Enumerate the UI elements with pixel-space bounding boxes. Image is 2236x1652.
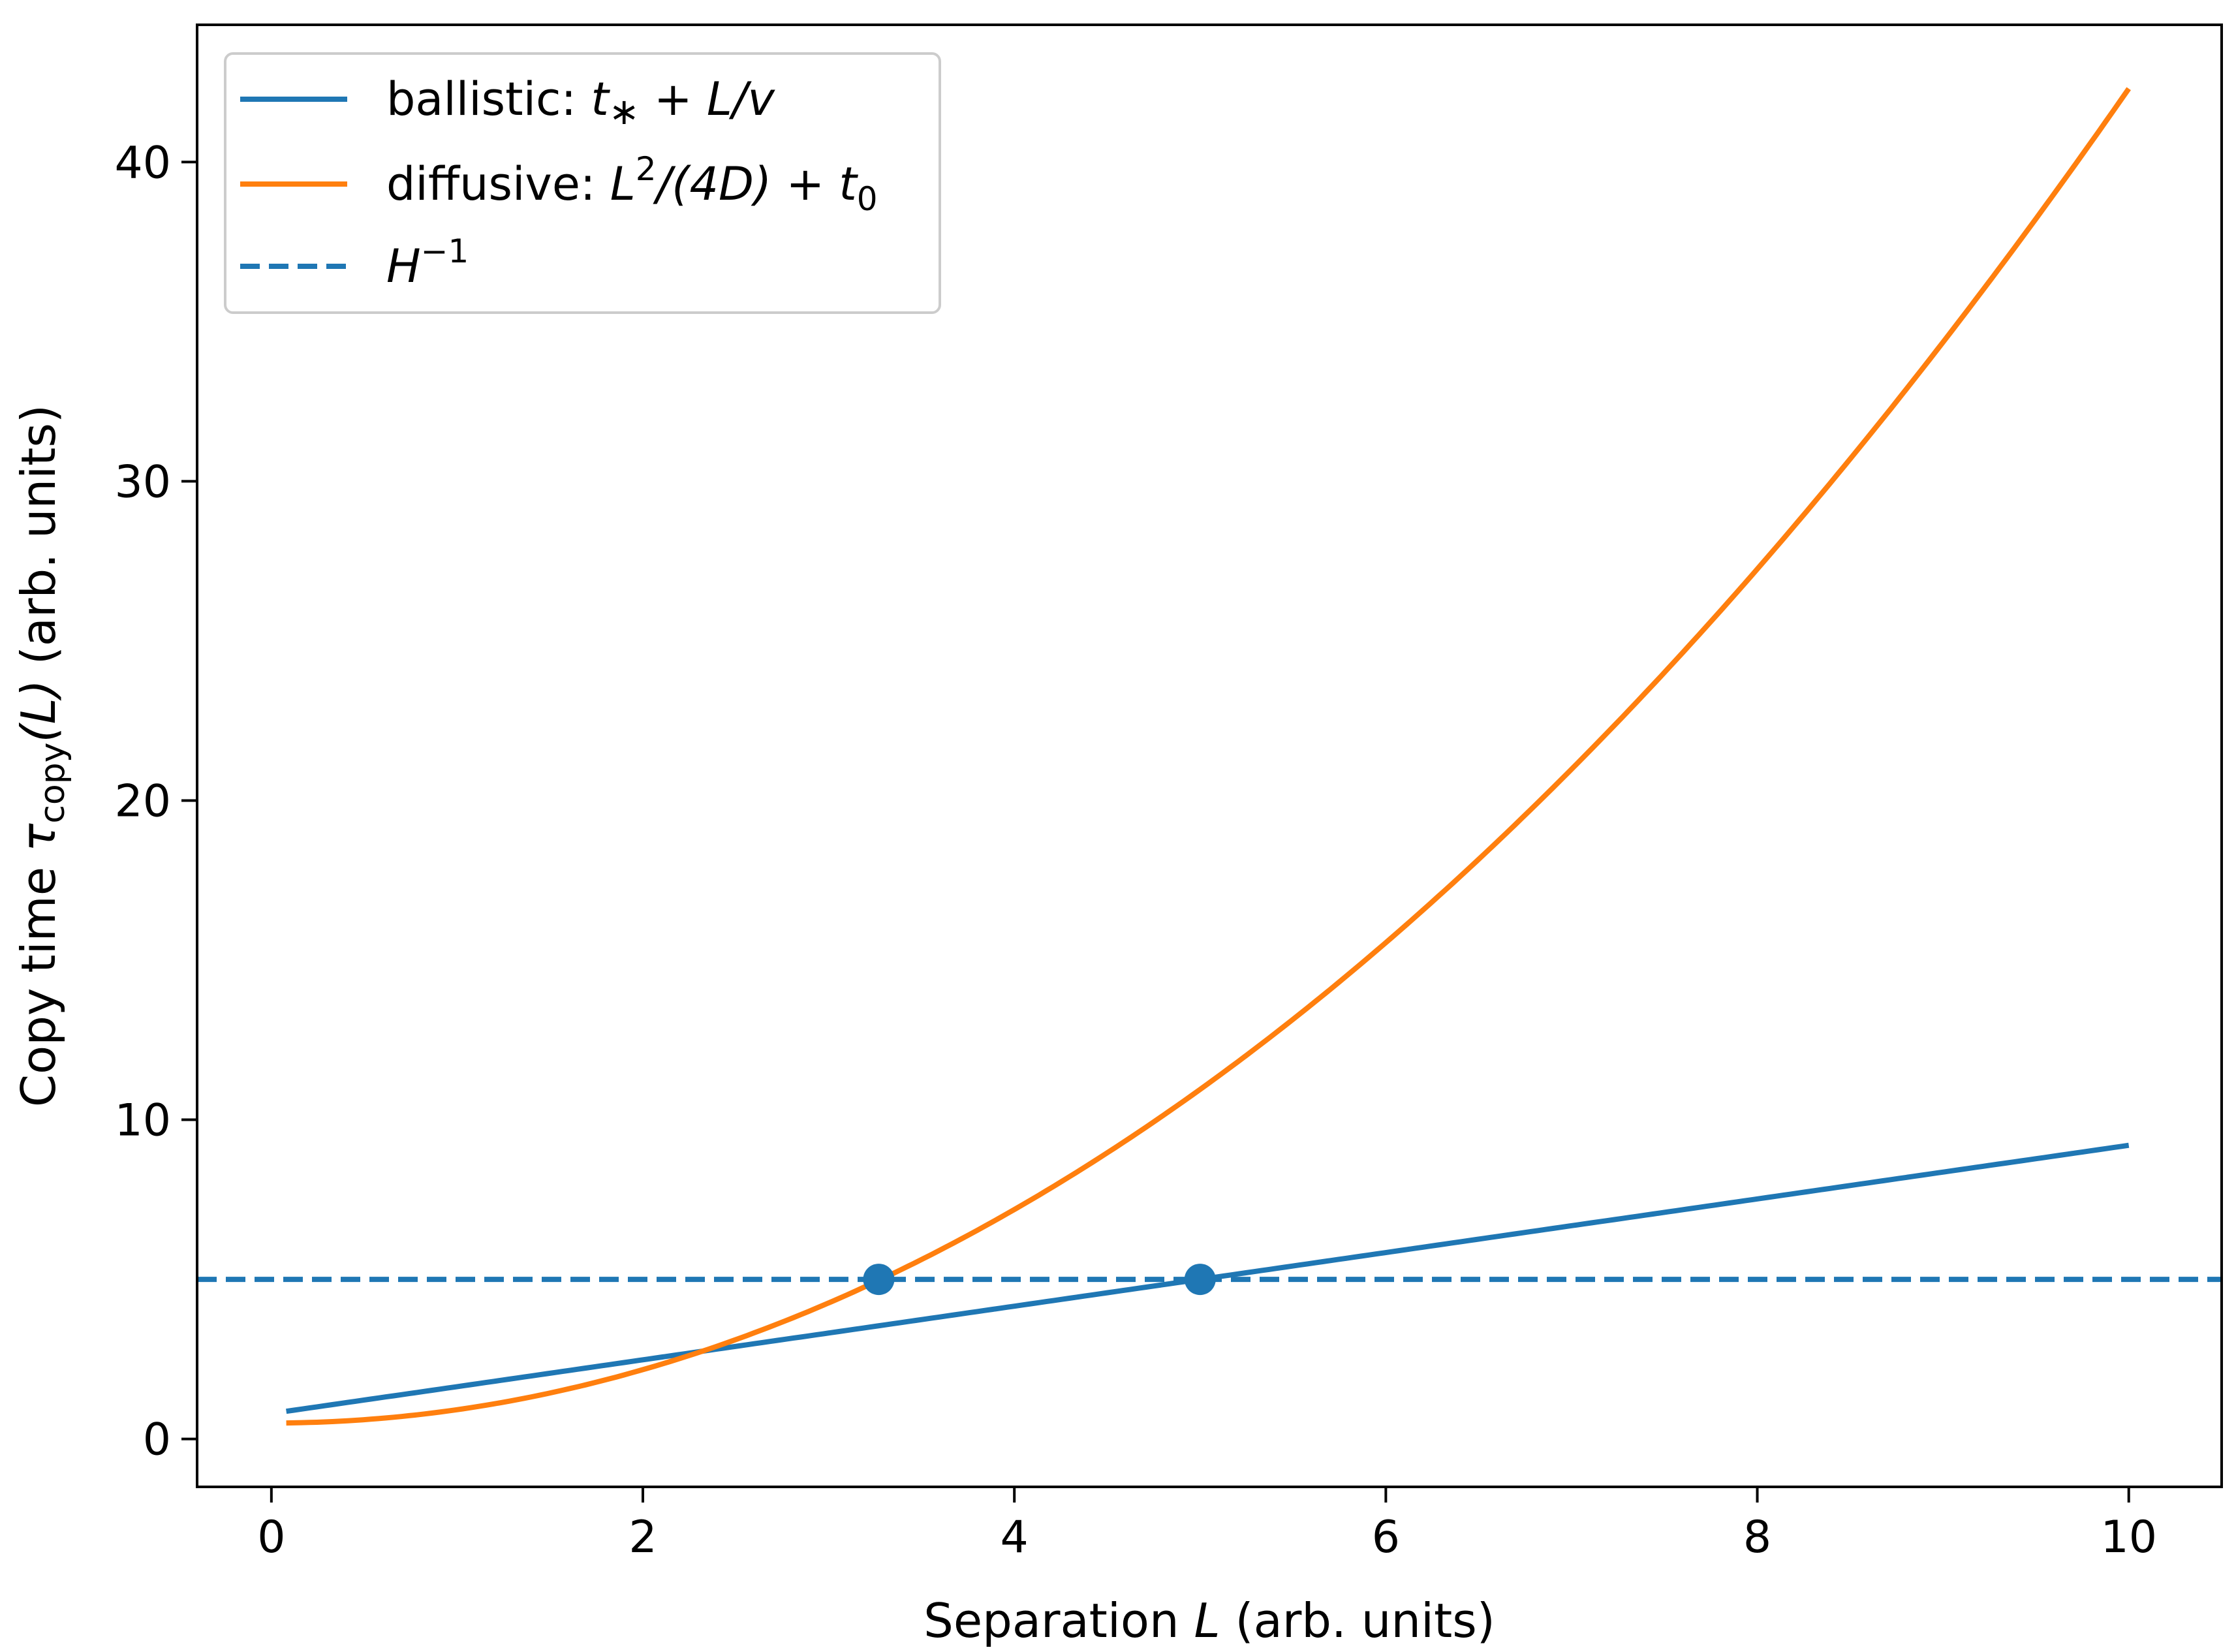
x-tick-label: 10	[2100, 1512, 2157, 1563]
x-tick-label: 2	[629, 1512, 657, 1563]
y-tick-label: 10	[114, 1095, 171, 1147]
legend: ballistic: t∗ + L/v diffusive: L2/(4D) +…	[224, 52, 941, 314]
legend-hinv-label: H−1	[386, 232, 469, 293]
marker-layer	[863, 1264, 1216, 1296]
legend-diffusive-label: diffusive: L2/(4D) + t0	[386, 150, 878, 218]
x-axis-label: Separation L (arb. units)	[924, 1593, 1495, 1648]
y-axis-label: Copy time τcopy(L) (arb. units)	[11, 405, 72, 1107]
y-axis-ticks: 0 10 20 30 40	[114, 137, 197, 1466]
intersection-marker-ballistic	[1184, 1264, 1216, 1296]
x-tick-label: 4	[1001, 1512, 1029, 1563]
y-tick-label: 20	[114, 775, 171, 827]
x-tick-label: 8	[1743, 1512, 1771, 1563]
legend-ballistic-label: ballistic: t∗ + L/v	[386, 72, 775, 133]
x-tick-label: 0	[257, 1512, 285, 1563]
x-axis-ticks: 0 2 4 6 8 10	[257, 1487, 2157, 1563]
series-diffusive-line	[286, 87, 2131, 1426]
y-tick-label: 30	[114, 456, 171, 508]
y-tick-label: 0	[143, 1414, 171, 1466]
plot-frame	[196, 23, 2223, 1488]
intersection-marker-diffusive	[863, 1264, 895, 1296]
legend-frame	[224, 52, 941, 314]
x-tick-label: 6	[1372, 1512, 1400, 1563]
y-tick-label: 40	[114, 137, 171, 189]
